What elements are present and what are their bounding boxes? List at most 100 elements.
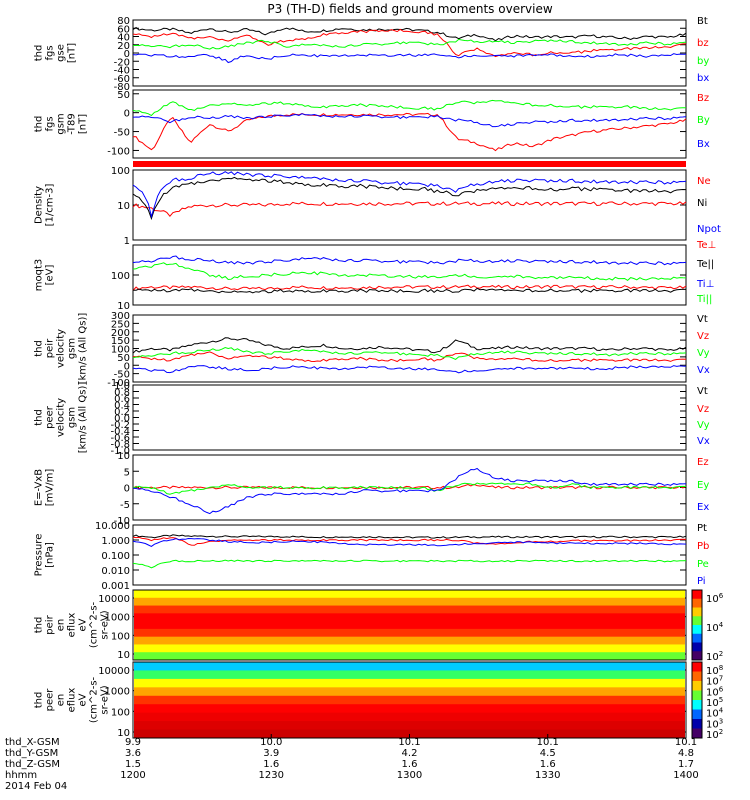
y-tick-label: 100 (111, 707, 130, 718)
x-tick-label: 1.6 (402, 759, 418, 770)
y-axis-label-line: thd (34, 409, 45, 426)
legend-Bt: Bt (697, 16, 708, 27)
series-line-Bz (132, 112, 687, 152)
legend-Vz: Vz (697, 404, 709, 415)
colorbar-swatch (692, 616, 702, 626)
y-tick-label: 0 (124, 49, 130, 60)
y-tick-label: 10000 (98, 666, 130, 677)
y-tick-label: 10.000 (95, 521, 130, 532)
series-line-Vz (132, 351, 687, 363)
y-tick-label: 200 (111, 328, 130, 339)
x-tick-label: 3.6 (125, 748, 141, 759)
y-axis-label-line: thd (34, 116, 45, 133)
spectrogram-band (134, 670, 685, 680)
series-line-Ne (132, 201, 687, 217)
y-tick-label: 50 (117, 90, 130, 101)
legend-Vy: Vy (697, 420, 710, 431)
panel-frame (132, 589, 687, 661)
y-axis-label-line: Pressure (34, 534, 45, 577)
y-axis-label-line: [1/cm-3] (45, 184, 56, 227)
x-tick-label: 4.5 (540, 748, 556, 759)
x-tick-label: 1330 (535, 770, 560, 781)
y-tick-label: 40 (117, 33, 130, 44)
y-tick-label: -10 (114, 516, 130, 527)
y-tick-label: -0.2 (110, 420, 130, 431)
spectrogram-band (134, 636, 685, 645)
y-axis-label: thd peer velocity gsm [km/s (All Qs)] (34, 382, 89, 454)
x-tick-label: 1230 (259, 770, 284, 781)
y-axis-label-line: [nT] (78, 114, 89, 134)
y-tick-label: 0 (124, 361, 130, 372)
y-axis-label-line: peir (45, 614, 56, 634)
colorbar-swatch (692, 709, 702, 720)
y-axis-label-line: velocity (56, 329, 67, 368)
y-axis-label-line: peer (45, 405, 56, 429)
plot-title: P3 (TH-D) fields and ground moments over… (267, 2, 552, 16)
y-tick-label: -60 (114, 74, 130, 85)
legend-Ti⊥: Ti⊥ (696, 279, 714, 290)
y-tick-label: 10 (117, 650, 130, 661)
y-tick-label: 0.6 (114, 394, 130, 405)
y-tick-label: 250 (111, 319, 130, 330)
series-line-bx (132, 53, 686, 64)
x-tick-label: 1.6 (263, 759, 279, 770)
x-tick-label: 10.1 (675, 737, 697, 748)
spectrogram-band (134, 628, 685, 638)
y-axis-label-line: Density (34, 186, 45, 224)
spectrogram-band (134, 704, 685, 714)
y-axis-label-line: en (56, 619, 67, 632)
y-tick-label: 50 (117, 353, 130, 364)
spectrogram-band (134, 662, 685, 671)
series-line-Vy (132, 346, 687, 360)
y-axis-label: thd fgs gsm -T89 [nT] (34, 113, 89, 135)
separator-bar (133, 161, 686, 167)
y-axis-label-line: E=-VxB (34, 469, 45, 506)
y-axis-label-line: fgs (45, 45, 56, 60)
spectrogram-band (134, 621, 685, 630)
y-axis-label: thd peir en eflux eV (cm^2-s-sr-eV) (34, 601, 111, 648)
y-tick-label: 5 (124, 467, 130, 478)
y-axis-label-line: (cm^2-s- (89, 601, 100, 648)
series-line-Bt (132, 26, 687, 42)
spectrogram-band (134, 605, 685, 614)
legend-Ne: Ne (697, 176, 711, 187)
legend-Pe: Pe (697, 559, 709, 570)
legend-Vy: Vy (697, 348, 710, 359)
y-axis-label: moqt3 [eV] (34, 259, 56, 292)
y-tick-label: 1.000 (101, 536, 130, 547)
panel-3: 100 10 moqt3 [eV] Te⊥ Te|| Ti⊥ Ti|| (34, 240, 717, 312)
x-row-label: thd_Y-GSM (5, 748, 58, 759)
y-axis-label: thd fgs gse [nT] (34, 43, 78, 63)
legend-Vx: Vx (697, 365, 710, 376)
spectrogram-band (134, 613, 685, 622)
x-tick-label: 10.0 (260, 737, 282, 748)
y-axis-label: Density [1/cm-3] (34, 184, 56, 227)
spectrogram-band (134, 652, 685, 661)
series-line-Pe (132, 559, 687, 569)
y-axis-label-line: thd (34, 340, 45, 357)
legend-Ez: Ez (697, 457, 709, 468)
y-tick-label: 100 (111, 271, 130, 282)
y-axis-label-line: (cm^2-s- (89, 676, 100, 723)
y-axis-label-line: eflux (67, 613, 78, 638)
y-tick-label: 300 (111, 311, 130, 322)
y-tick-label: 60 (117, 24, 130, 35)
y-axis-label-line: [nPa] (45, 542, 56, 568)
panel-frame (132, 89, 687, 159)
y-axis-label-line: gsm (56, 113, 67, 134)
legend-by: by (697, 56, 709, 67)
legend-Bz: Bz (697, 93, 709, 104)
colorbar-swatch (692, 642, 702, 652)
panel-1: 50 0 -50 -100 thd fgs gsm -T89 [nT] Bz By Bx (34, 89, 710, 159)
legend-Ni: Ni (697, 198, 707, 209)
colorbar-swatch (692, 598, 702, 608)
x-tick-label: 10.1 (398, 737, 420, 748)
spectrogram-band (134, 678, 685, 688)
legend-Bx: Bx (697, 139, 710, 150)
y-tick-label: 0.0 (114, 414, 130, 425)
x-tick-label: 9.9 (125, 737, 141, 748)
spectrogram-band (134, 721, 685, 731)
